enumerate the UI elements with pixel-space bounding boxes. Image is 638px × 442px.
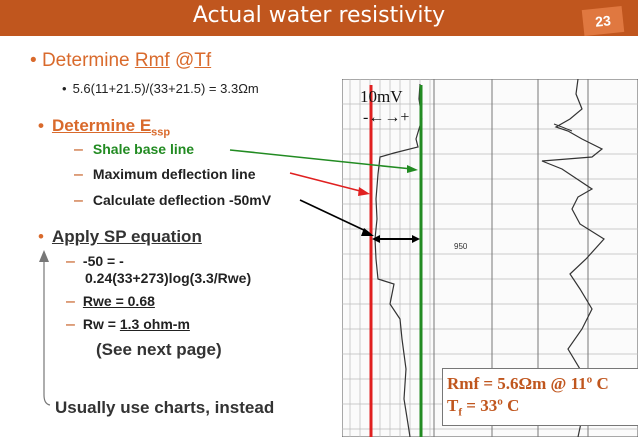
calc-deflection-label: Calculate deflection -50mV	[92, 192, 272, 208]
return-arrow-head	[39, 250, 49, 262]
rw-value: 1.3 ohm-m	[119, 316, 190, 332]
shale-base-line-label: Shale base line	[92, 141, 195, 157]
black-pointer-arrow	[299, 199, 369, 233]
bullet-dot-icon: •	[38, 116, 44, 135]
deflection-arrow-head-left	[372, 235, 380, 243]
deflection-arrow-head-right	[412, 235, 420, 243]
see-next-page: (See next page)	[96, 340, 222, 359]
essp-item: – Maximum deflection line	[74, 166, 256, 183]
rmf-info-line: Rmf = 5.6Ωm @ 11º C	[447, 374, 609, 393]
scale-label: 10mV	[360, 87, 403, 106]
rwe-value: Rwe = 0.68	[82, 293, 155, 309]
bullet-dot-icon: •	[38, 227, 44, 246]
rmf-term: Rmf	[134, 50, 170, 71]
tf-suffix: = 33º C	[462, 396, 520, 415]
title-bar	[0, 0, 638, 36]
bullet-sp: • Apply SP equation	[38, 227, 202, 247]
sp-eq-line1: -50 = -	[82, 253, 124, 269]
bullet-essp: • Determine Essp	[38, 116, 170, 138]
rw-row: – Rw = 1.3 ohm-m	[66, 316, 190, 333]
essp-heading: Determine E	[51, 116, 152, 135]
essp-subscript: ssp	[151, 126, 171, 139]
bullet-dot-icon: •	[62, 81, 67, 96]
rmf-calc-row: • 5.6(11+21.5)/(33+21.5) = 3.3Ωm	[62, 81, 259, 96]
bullet-rmf: • Determine Rmf @Tf	[30, 50, 211, 72]
rmf-prefix: Determine	[41, 50, 135, 71]
resistivity-curve-2	[553, 123, 573, 132]
bullet-dot-icon: •	[30, 50, 37, 71]
rmf-at: @	[169, 50, 195, 71]
tf-term: Tf	[194, 50, 212, 71]
red-pointer-arrow	[289, 172, 365, 193]
sp-eq-line2: 0.24(33+273)log(3.3/Rwe)	[85, 270, 252, 286]
green-pointer-arrow	[229, 149, 413, 170]
essp-item: – Calculate deflection -50mV	[74, 192, 272, 209]
tf-prefix: T	[447, 396, 459, 415]
resistivity-curve	[541, 79, 605, 437]
tf-info-line: Tf = 33º C	[443, 394, 638, 418]
rmf-info-box: Rmf = 5.6Ωm @ 11º C Tf = 33º C	[442, 368, 638, 426]
red-arrow-head	[358, 187, 370, 196]
tf-subscript: f	[458, 406, 463, 419]
rmf-calc: 5.6(11+21.5)/(33+21.5) = 3.3Ωm	[72, 81, 259, 96]
black-arrow-head	[361, 228, 374, 236]
depth-label: 950	[454, 242, 468, 251]
rw-label: Rw =	[82, 316, 120, 332]
return-arrow	[43, 258, 51, 406]
sp-equation: – -50 = - 0.24(33+273)log(3.3/Rwe)	[66, 253, 252, 286]
sp-heading: Apply SP equation	[51, 227, 202, 246]
slide-title: Actual water resistivity	[192, 3, 446, 28]
scale-arrows: -←→+	[363, 109, 410, 126]
green-arrow-head	[407, 165, 418, 173]
max-deflection-label: Maximum deflection line	[92, 166, 256, 182]
usually-charts-note: Usually use charts, instead	[55, 398, 275, 417]
essp-item: – Shale base line	[74, 141, 195, 158]
rwe-row: – Rwe = 0.68	[66, 293, 155, 310]
